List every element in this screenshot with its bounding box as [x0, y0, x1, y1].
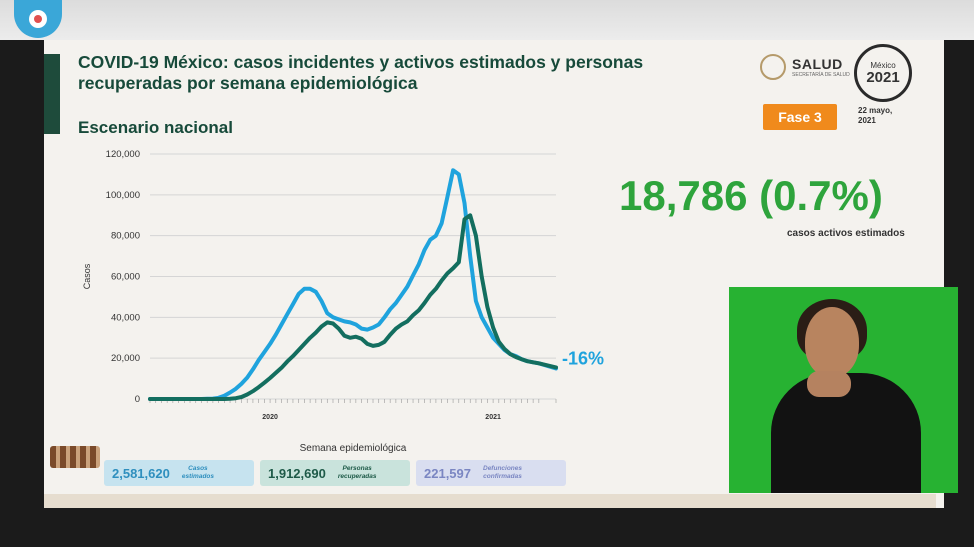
recovered-label-1: Personas: [342, 465, 372, 472]
salud-label: SALUD: [792, 56, 843, 72]
x-axis-label: Semana epidemiológica: [300, 443, 407, 454]
y-axis-label: Casos: [82, 263, 92, 289]
y-tick-label: 0: [135, 394, 140, 405]
deaths-label-1: Defunciones: [483, 465, 523, 472]
estimated-cases-box: 2,581,620 Casos estimados: [104, 460, 254, 486]
y-tick-label: 20,000: [111, 353, 140, 364]
footer-band: [44, 494, 936, 508]
salud-sub-label: SECRETARÍA DE SALUD: [792, 72, 850, 78]
logo-year: 2021: [866, 69, 900, 86]
active-cases-line: [148, 213, 558, 401]
salud-logo: SALUD SECRETARÍA DE SALUD: [760, 54, 850, 80]
report-date-line2: 2021: [858, 116, 876, 125]
y-tick-label: 100,000: [106, 190, 140, 201]
incident-cases-line: [148, 168, 558, 401]
mexico-2021-logo: México 2021: [854, 44, 912, 102]
active-cases-headline: 18,786 (0.7%): [619, 172, 883, 219]
y-tick-label: 80,000: [111, 231, 140, 242]
salud-seal-icon: [760, 54, 786, 80]
cases-line-chart: 0 20,000 40,000 60,000 80,000 100,000 120,000 2…: [82, 149, 604, 454]
x-group-label: 2021: [485, 414, 501, 421]
recovered-box: 1,912,690 Personas recuperadas: [260, 460, 410, 486]
health-workers-illustration: [50, 446, 100, 468]
periscope-logo-icon[interactable]: [14, 0, 62, 38]
interpreter-hands: [807, 371, 851, 397]
y-tick-label: 40,000: [111, 312, 140, 323]
estimated-cases-label-1: Casos: [188, 465, 208, 472]
interpreter-face: [805, 307, 859, 377]
active-cases-caption: casos activos estimados: [787, 228, 905, 239]
slide-subtitle: Escenario nacional: [78, 118, 233, 137]
deaths-value: 221,597: [424, 465, 471, 481]
slide: COVID-19 México: casos incidentes y acti…: [44, 40, 944, 508]
y-tick-label: 60,000: [111, 272, 140, 283]
deaths-label-2: confirmadas: [483, 473, 522, 480]
deaths-box: 221,597 Defunciones confirmadas: [416, 460, 566, 486]
estimated-cases-label: Casos estimados: [182, 465, 214, 481]
x-group-label: 2020: [262, 414, 278, 421]
recovered-label-2: recuperadas: [337, 473, 377, 480]
estimated-cases-label-2: estimados: [181, 473, 214, 480]
recovered-label: Personas recuperadas: [338, 465, 377, 481]
deaths-label: Defunciones confirmadas: [483, 465, 522, 481]
recovered-value: 1,912,690: [268, 465, 326, 481]
logo-country: México: [870, 61, 896, 70]
report-date-line1: 22 mayo,: [858, 106, 893, 115]
stream-top-bar: [0, 0, 974, 40]
y-tick-label: 120,000: [106, 149, 140, 160]
phase-badge: Fase 3: [763, 104, 837, 130]
slide-title: COVID-19 México: casos incidentes y acti…: [78, 52, 644, 93]
title-accent-bar: [44, 54, 60, 134]
report-date: 22 mayo, 2021: [858, 106, 892, 126]
estimated-cases-value: 2,581,620: [112, 465, 170, 481]
change-annotation: -16%: [562, 348, 604, 368]
sign-language-interpreter-video: [729, 287, 958, 493]
